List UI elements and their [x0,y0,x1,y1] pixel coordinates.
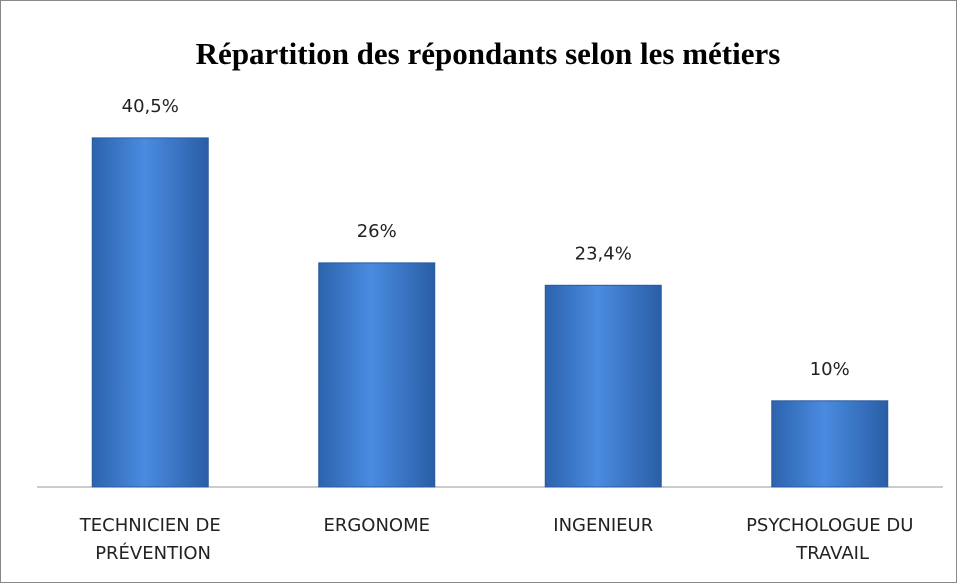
x-tick-label: PSYCHOLOGUE DU TRAVAIL [746,515,913,564]
x-tick-label: ERGONOME [323,515,430,536]
x-tick-label: TECHNICIEN DE PRÉVENTION [79,515,221,564]
chart-title: Répartition des répondants selon les mét… [196,36,781,71]
value-label: 40,5% [122,96,179,117]
bar [771,400,889,488]
bar [544,284,662,488]
value-label: 23,4% [575,243,632,264]
x-tick-label: INGENIEUR [553,515,653,536]
value-label: 10% [810,359,850,380]
bar [91,137,209,488]
value-label: 26% [357,221,397,242]
bar [318,262,436,488]
